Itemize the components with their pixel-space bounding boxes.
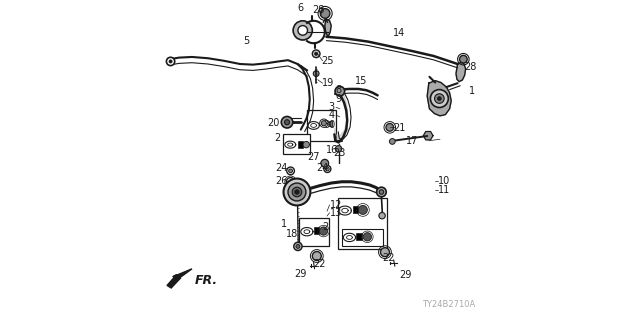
Circle shape xyxy=(293,21,312,40)
Circle shape xyxy=(376,187,387,197)
Circle shape xyxy=(295,190,300,194)
Circle shape xyxy=(312,252,321,260)
Circle shape xyxy=(282,116,293,128)
Text: 27: 27 xyxy=(307,152,319,162)
Text: 12: 12 xyxy=(330,200,342,210)
Text: 17: 17 xyxy=(406,136,418,146)
Text: 10: 10 xyxy=(438,176,451,186)
Circle shape xyxy=(460,55,467,63)
Text: 4: 4 xyxy=(328,110,334,120)
Polygon shape xyxy=(428,81,451,116)
Circle shape xyxy=(298,26,308,35)
Circle shape xyxy=(314,52,317,55)
Bar xyxy=(314,227,319,234)
Circle shape xyxy=(438,97,442,100)
Circle shape xyxy=(314,71,319,76)
Polygon shape xyxy=(424,132,433,140)
Text: 9: 9 xyxy=(335,94,342,104)
Circle shape xyxy=(288,183,306,201)
Text: 2: 2 xyxy=(275,132,281,143)
Polygon shape xyxy=(167,269,192,288)
Text: 25: 25 xyxy=(322,56,334,66)
Text: 30: 30 xyxy=(323,120,336,130)
Text: 11: 11 xyxy=(438,185,451,196)
Text: 24: 24 xyxy=(317,163,329,173)
Text: 26: 26 xyxy=(275,176,287,186)
Circle shape xyxy=(292,187,302,197)
Text: 20: 20 xyxy=(268,118,280,128)
Text: 5: 5 xyxy=(243,36,250,46)
Circle shape xyxy=(326,167,330,171)
Circle shape xyxy=(166,57,175,66)
Circle shape xyxy=(386,124,394,131)
Circle shape xyxy=(335,86,345,96)
Circle shape xyxy=(321,121,326,126)
Circle shape xyxy=(284,179,310,205)
Circle shape xyxy=(379,190,384,194)
Text: 16: 16 xyxy=(326,145,339,156)
Circle shape xyxy=(294,242,302,251)
Text: 22: 22 xyxy=(383,253,395,263)
Circle shape xyxy=(380,248,389,257)
Text: 3: 3 xyxy=(328,102,334,112)
Text: 22: 22 xyxy=(313,259,326,269)
Polygon shape xyxy=(456,62,466,82)
Text: 7: 7 xyxy=(317,8,323,18)
Circle shape xyxy=(321,159,329,167)
Circle shape xyxy=(303,141,310,148)
Text: 23: 23 xyxy=(333,148,346,158)
Circle shape xyxy=(321,9,330,18)
Text: 1: 1 xyxy=(468,86,475,96)
Text: 28: 28 xyxy=(464,62,476,72)
Circle shape xyxy=(358,205,367,214)
Bar xyxy=(329,121,333,126)
Circle shape xyxy=(169,60,172,63)
Text: 18: 18 xyxy=(286,228,298,239)
Text: 8: 8 xyxy=(335,84,342,95)
Circle shape xyxy=(285,120,290,125)
Bar xyxy=(283,134,310,154)
Text: 14: 14 xyxy=(393,28,406,38)
Circle shape xyxy=(364,233,372,241)
Circle shape xyxy=(289,169,292,173)
Text: 1: 1 xyxy=(281,219,287,229)
Bar xyxy=(307,110,336,141)
Text: 15: 15 xyxy=(355,76,367,86)
Text: 24: 24 xyxy=(275,163,287,173)
Polygon shape xyxy=(325,19,332,37)
Circle shape xyxy=(435,94,444,103)
Text: 28: 28 xyxy=(312,4,325,15)
Text: FR.: FR. xyxy=(195,275,218,287)
Text: 6: 6 xyxy=(298,3,304,13)
Circle shape xyxy=(296,244,300,248)
Circle shape xyxy=(335,146,342,152)
Text: 19: 19 xyxy=(322,78,334,88)
Bar xyxy=(338,198,387,249)
Bar xyxy=(356,233,362,240)
Bar xyxy=(342,229,383,246)
Circle shape xyxy=(312,50,320,58)
Text: 2: 2 xyxy=(323,222,329,232)
Bar xyxy=(300,218,329,246)
Circle shape xyxy=(389,139,396,144)
Circle shape xyxy=(431,90,448,108)
Text: 13: 13 xyxy=(330,208,342,218)
Text: TY24B2710A: TY24B2710A xyxy=(422,300,475,309)
Text: 29: 29 xyxy=(294,269,307,279)
Circle shape xyxy=(319,227,328,235)
Text: 21: 21 xyxy=(393,123,405,133)
Circle shape xyxy=(379,212,385,219)
Bar xyxy=(298,141,303,148)
Bar xyxy=(353,206,358,213)
Text: 29: 29 xyxy=(399,270,412,280)
